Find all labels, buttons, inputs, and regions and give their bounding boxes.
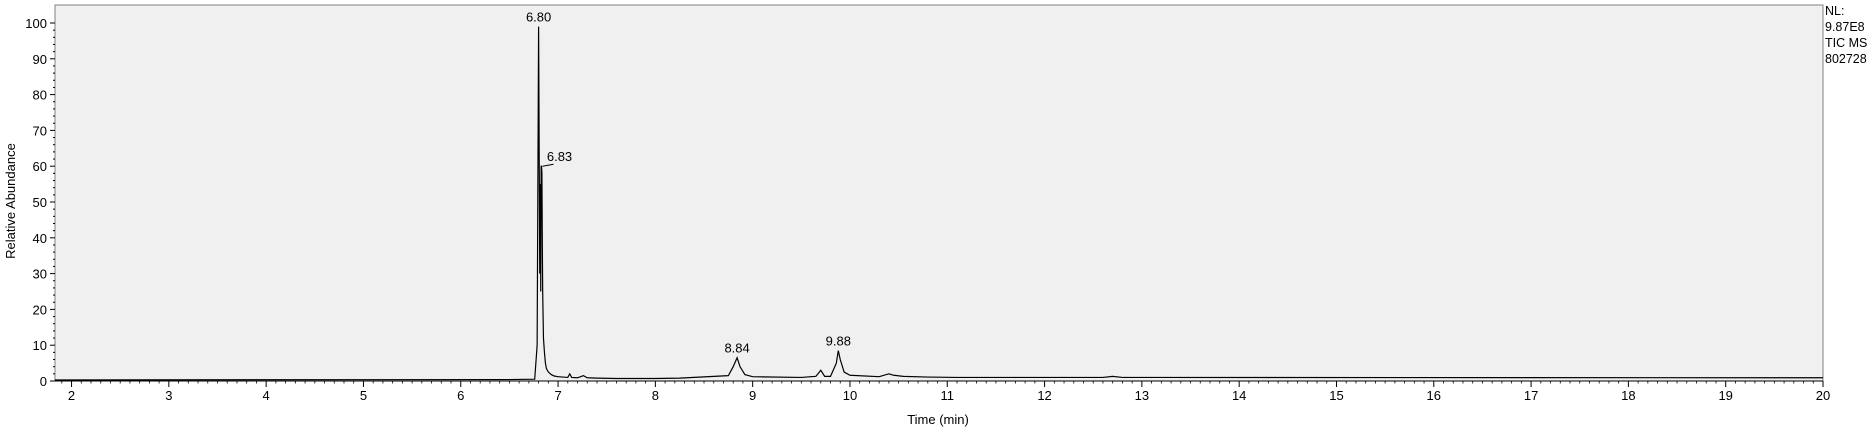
x-tick-label: 13 [1135, 388, 1149, 403]
y-axis: 0 10 20 30 40 50 60 70 80 90 100 [25, 16, 55, 389]
x-tick-label: 5 [360, 388, 367, 403]
peak-leader-line [542, 163, 554, 167]
nl-label: NL: [1825, 4, 1845, 18]
x-tick-label: 7 [554, 388, 561, 403]
peak-label: 6.80 [526, 10, 551, 25]
trace-type: TIC MS [1825, 36, 1868, 50]
y-tick-label: 100 [25, 16, 47, 31]
x-axis: 2 3 4 5 6 7 8 9 10 11 12 13 14 15 16 17 18 19 20 [55, 380, 1830, 403]
y-tick-label: 70 [33, 123, 47, 138]
x-tick-label: 3 [165, 388, 172, 403]
x-tick-label: 17 [1524, 388, 1538, 403]
y-tick-label: 50 [33, 195, 47, 210]
peak-label: 9.88 [826, 334, 851, 349]
tic-trace-line [54, 26, 1824, 381]
x-tick-label: 2 [68, 388, 75, 403]
peak-label: 6.83 [547, 149, 572, 164]
nl-value: 9.87E8 [1825, 20, 1865, 34]
x-tick-label: 6 [457, 388, 464, 403]
y-tick-label: 10 [33, 338, 47, 353]
y-tick-label: 60 [33, 159, 47, 174]
x-tick-label: 9 [749, 388, 756, 403]
peak-label: 8.84 [724, 341, 749, 356]
y-tick-label: 20 [33, 302, 47, 317]
peak-labels: 6.80 6.83 8.84 9.88 [526, 10, 851, 356]
y-axis-title: Relative Abundance [3, 143, 18, 259]
x-tick-label: 12 [1037, 388, 1051, 403]
x-tick-label: 15 [1329, 388, 1343, 403]
x-tick-label: 20 [1816, 388, 1830, 403]
file-name: 802728 [1825, 52, 1867, 66]
y-tick-label: 30 [33, 267, 47, 282]
trace-info-panel: NL: 9.87E8 TIC MS 802728 [1825, 3, 1867, 67]
x-tick-label: 11 [941, 388, 955, 403]
x-axis-title: Time (min) [907, 412, 969, 427]
y-tick-label: 90 [33, 52, 47, 67]
y-tick-label: 0 [40, 374, 47, 389]
x-tick-label: 14 [1232, 388, 1246, 403]
y-tick-label: 40 [33, 231, 47, 246]
plot-area [54, 4, 1824, 382]
x-tick-label: 19 [1718, 388, 1732, 403]
x-tick-label: 18 [1621, 388, 1635, 403]
x-tick-label: 4 [263, 388, 270, 403]
x-tick-label: 16 [1427, 388, 1441, 403]
y-tick-label: 80 [33, 88, 47, 103]
x-tick-label: 8 [652, 388, 659, 403]
x-tick-label: 10 [843, 388, 857, 403]
